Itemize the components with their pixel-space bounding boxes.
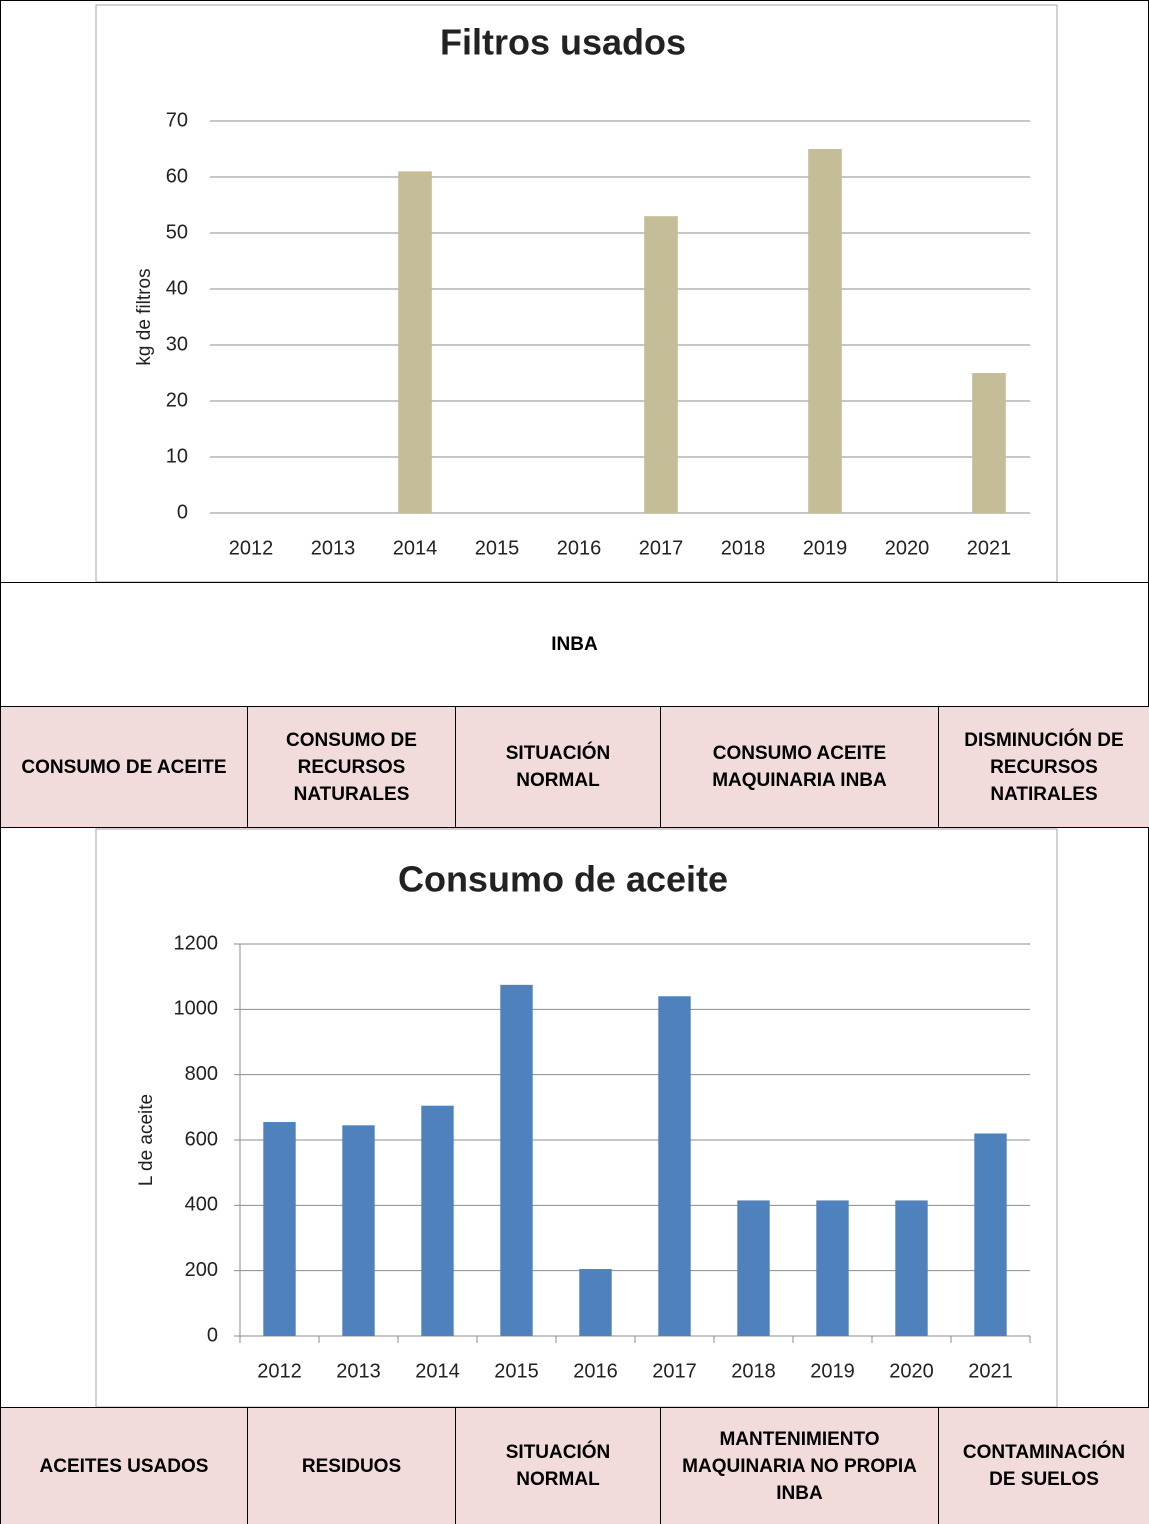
table-cell: DISMINUCIÓN DE RECURSOS NATIRALES	[938, 706, 1149, 828]
y-tick-label: 1000	[174, 998, 219, 1020]
chart-title: Consumo de aceite	[398, 859, 728, 900]
x-tick-label: 2017	[652, 1360, 697, 1382]
x-tick-label: 2018	[731, 1360, 776, 1382]
y-tick-label: 400	[185, 1194, 218, 1216]
y-tick-label: 800	[185, 1063, 218, 1085]
x-tick-label: 2016	[557, 537, 602, 559]
table-cell: CONSUMO DE ACEITE	[0, 706, 248, 828]
y-tick-label: 0	[177, 501, 188, 523]
table-cell: ACEITES USADOS	[0, 1407, 248, 1524]
y-tick-label: 40	[166, 277, 188, 299]
bar	[421, 1105, 454, 1336]
chart-frame	[95, 828, 1058, 1407]
y-tick-label: 30	[166, 333, 188, 355]
y-axis-label: kg de filtros	[134, 268, 155, 365]
bar	[579, 1269, 612, 1336]
table-cell: CONTAMINACIÓN DE SUELOS	[938, 1407, 1149, 1524]
table-cell: MANTENIMIENTO MAQUINARIA NO PROPIA INBA	[660, 1407, 939, 1524]
table-cell: SITUACIÓN NORMAL	[455, 1407, 661, 1524]
x-tick-label: 2017	[639, 537, 684, 559]
x-tick-label: 2018	[721, 537, 766, 559]
x-tick-label: 2012	[257, 1360, 302, 1382]
bar	[500, 984, 533, 1336]
y-tick-label: 600	[185, 1128, 218, 1150]
y-tick-label: 10	[166, 445, 188, 467]
y-tick-label: 50	[166, 221, 188, 243]
x-tick-label: 2012	[229, 537, 274, 559]
x-tick-label: 2021	[967, 537, 1012, 559]
chart: Consumo de aceite L de aceite 0 200 400 600 80…	[95, 828, 1058, 1407]
y-axis-label: L de aceite	[136, 1094, 157, 1186]
x-tick-label: 2014	[415, 1360, 460, 1382]
bar	[972, 373, 1006, 513]
x-tick-label: 2015	[475, 537, 520, 559]
bar	[342, 1125, 375, 1336]
bar	[658, 996, 691, 1336]
y-tick-label: 20	[166, 389, 188, 411]
bar	[816, 1200, 849, 1336]
x-tick-label: 2014	[393, 537, 438, 559]
x-tick-label: 2016	[573, 1360, 618, 1382]
bar	[398, 171, 432, 513]
y-tick-label: 200	[185, 1259, 218, 1281]
x-tick-label: 2013	[311, 537, 356, 559]
x-tick-label: 2013	[336, 1360, 381, 1382]
y-tick-label: 70	[166, 109, 188, 131]
bar	[895, 1200, 928, 1336]
bar	[808, 149, 842, 513]
table-cell: RESIDUOS	[247, 1407, 456, 1524]
chart-title: Filtros usados	[440, 22, 686, 63]
y-tick-label: 60	[166, 165, 188, 187]
table-cell: SITUACIÓN NORMAL	[455, 706, 661, 828]
chart: Filtros usados kg de filtros 0 10 20 30 40 50 60…	[95, 4, 1058, 582]
x-tick-label: 2020	[885, 537, 930, 559]
bar	[974, 1133, 1007, 1336]
x-tick-label: 2019	[803, 537, 848, 559]
table-cell: CONSUMO DE RECURSOS NATURALES	[247, 706, 456, 828]
header-cell: INBA	[0, 582, 1149, 707]
y-tick-label: 1200	[174, 932, 219, 954]
x-tick-label: 2020	[889, 1360, 934, 1382]
y-tick-label: 0	[207, 1324, 218, 1346]
table-cell: CONSUMO ACEITE MAQUINARIA INBA	[660, 706, 939, 828]
bar	[644, 216, 678, 513]
x-tick-label: 2019	[810, 1360, 855, 1382]
chart-frame	[95, 4, 1058, 582]
x-tick-label: 2015	[494, 1360, 539, 1382]
bar	[737, 1200, 770, 1336]
bar	[263, 1122, 296, 1336]
x-tick-label: 2021	[968, 1360, 1013, 1382]
